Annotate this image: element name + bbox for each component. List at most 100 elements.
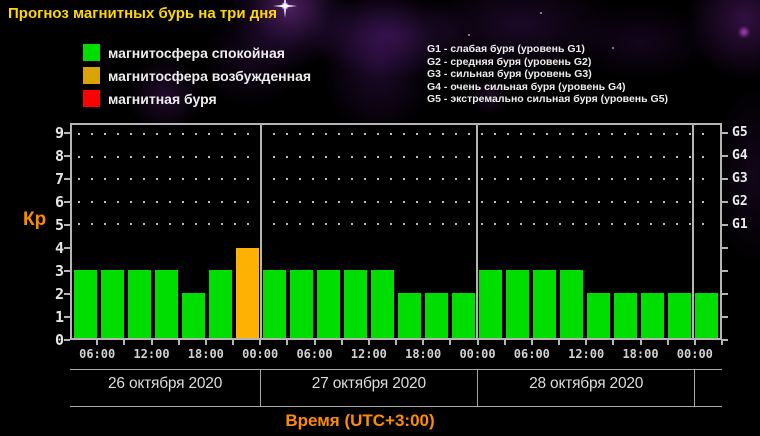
kp-bar xyxy=(74,270,97,338)
time-label: 18:00 xyxy=(187,347,224,361)
time-label: 06:00 xyxy=(296,347,333,361)
y-tick-right xyxy=(722,201,728,204)
date-band-line xyxy=(70,369,722,370)
day-divider xyxy=(692,125,694,338)
y-axis-label: 4 xyxy=(54,239,64,258)
date-band-separator xyxy=(477,369,478,406)
date-band-separator xyxy=(259,369,261,406)
kp-bar xyxy=(155,270,178,338)
time-label: 06:00 xyxy=(513,347,550,361)
gridline xyxy=(78,223,714,226)
kp-bar xyxy=(614,292,637,338)
x-tick xyxy=(422,340,425,345)
time-label: 00:00 xyxy=(676,347,713,361)
date-band-separator xyxy=(694,369,696,406)
x-tick xyxy=(123,340,126,345)
y-tick-right xyxy=(722,316,728,318)
g-scale-label: G1 xyxy=(732,217,748,233)
y-tick-right xyxy=(722,155,728,158)
small-star xyxy=(612,47,614,49)
day-divider xyxy=(476,125,478,338)
g-scale-label: G4 xyxy=(732,148,748,164)
kp-bar xyxy=(479,270,502,338)
day-divider xyxy=(260,125,262,338)
storm-color-swatch xyxy=(83,90,100,107)
quiet-color-swatch xyxy=(83,44,100,61)
legend-label: магнитная буря xyxy=(108,90,217,107)
kp-bar xyxy=(587,292,610,338)
x-tick xyxy=(476,340,479,345)
kp-bar xyxy=(668,292,691,338)
x-tick xyxy=(666,340,669,345)
y-axis-label: 5 xyxy=(54,216,64,235)
y-tick xyxy=(64,339,70,341)
time-label: 12:00 xyxy=(568,347,605,361)
y-tick xyxy=(64,293,70,296)
x-tick xyxy=(693,340,696,345)
x-tick xyxy=(721,340,723,345)
small-star xyxy=(540,12,542,14)
kp-bar xyxy=(641,292,664,338)
x-tick xyxy=(612,340,615,345)
x-tick xyxy=(313,340,316,345)
x-tick xyxy=(204,340,207,345)
y-tick-right xyxy=(722,132,728,135)
legend-item-excited: магнитосфера возбужденная xyxy=(83,67,311,84)
x-tick xyxy=(232,340,234,345)
x-tick xyxy=(286,340,289,345)
y-axis-title: Кр xyxy=(23,209,47,230)
page-title: Прогноз магнитных бурь на три дня xyxy=(8,5,278,22)
gridline xyxy=(78,132,714,135)
kp-bar xyxy=(695,292,718,338)
g-scale-label: G3 xyxy=(732,171,748,187)
kp-bar xyxy=(371,270,394,338)
x-tick xyxy=(96,340,99,345)
y-tick xyxy=(64,132,70,135)
time-label: 00:00 xyxy=(242,347,279,361)
time-label: 18:00 xyxy=(405,347,442,361)
y-axis-label: 1 xyxy=(54,308,64,326)
kp-bar xyxy=(263,270,286,338)
time-label: 12:00 xyxy=(350,347,387,361)
g2-description: G2 - средняя буря (уровень G2) xyxy=(427,55,592,68)
g-scale-label: G5 xyxy=(732,125,748,141)
kp-bar xyxy=(344,270,367,338)
time-label: 06:00 xyxy=(79,347,116,361)
y-tick-right xyxy=(722,247,728,250)
kp-bar xyxy=(398,292,421,338)
g4-description: G4 - очень сильная буря (уровень G4) xyxy=(427,80,626,93)
excited-color-swatch xyxy=(83,67,100,84)
time-label: 18:00 xyxy=(622,347,659,361)
kp-bar xyxy=(425,292,448,338)
g1-description: G1 - слабая буря (уровень G1) xyxy=(427,43,585,55)
y-tick-right xyxy=(722,339,728,341)
kp-bar xyxy=(128,270,151,338)
y-tick xyxy=(64,224,70,227)
y-tick xyxy=(64,201,70,204)
g-scale-label: G2 xyxy=(732,194,748,210)
kp-bar xyxy=(101,270,124,338)
kp-bar xyxy=(182,292,205,338)
kp-bar xyxy=(533,270,556,338)
legend: магнитосфера спокойная магнитосфера возб… xyxy=(83,44,311,107)
date-band-line xyxy=(70,406,722,407)
y-tick-right xyxy=(722,224,728,227)
y-tick xyxy=(64,247,70,250)
y-tick xyxy=(64,316,70,318)
bars-container xyxy=(72,125,720,338)
gridline xyxy=(78,178,714,181)
kp-bar xyxy=(560,270,583,338)
x-tick xyxy=(530,340,533,345)
y-axis-label: 7 xyxy=(54,170,64,189)
small-star xyxy=(468,34,470,36)
x-tick xyxy=(395,340,397,345)
kp-bar xyxy=(317,270,340,338)
kp-bar xyxy=(290,270,313,338)
y-tick-right xyxy=(722,178,728,181)
legend-label: магнитосфера спокойная xyxy=(108,44,285,61)
kp-bar xyxy=(209,270,232,338)
plot-area xyxy=(70,123,722,340)
date-label: 28 октября 2020 xyxy=(529,375,644,392)
time-label: 12:00 xyxy=(133,347,170,361)
